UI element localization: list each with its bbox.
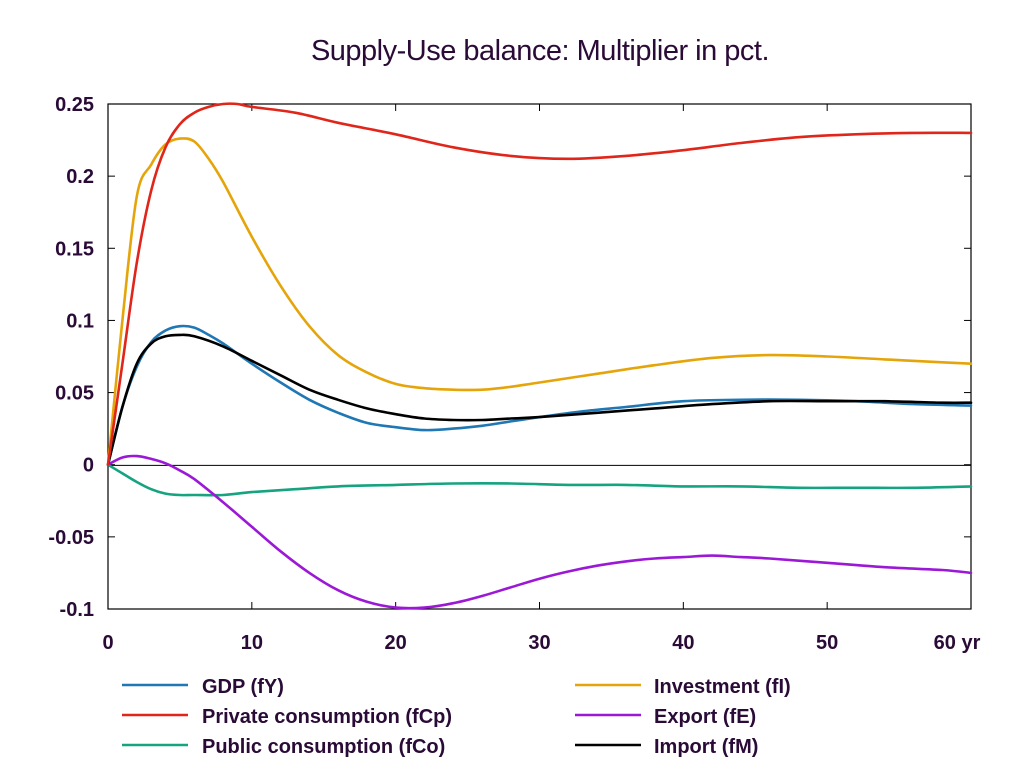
- y-tick-label: 0.05: [55, 383, 94, 405]
- series-line-public-consumption-fco: [106, 463, 973, 497]
- x-tick-label: 40: [672, 632, 694, 654]
- chart-title: Supply-Use balance: Multiplier in pct.: [311, 35, 769, 67]
- y-tick-label: 0.1: [66, 310, 94, 332]
- y-axis-ticks: 0.25 0.2 0.15 0.1 0.05 0 -0.05 -0.1: [48, 94, 971, 621]
- series-lines: [106, 102, 973, 610]
- y-tick-label: 0: [83, 455, 94, 477]
- x-tick-label: 30: [528, 632, 550, 654]
- series-line-investment-fi: [106, 137, 973, 466]
- x-axis-ticks: 0 10 20 30 40 50 60 yr: [102, 104, 981, 654]
- legend-label-export-fe: Export (fE): [654, 706, 756, 728]
- legend-label-import-fm: Import (fM): [654, 736, 758, 758]
- legend-label-private-consumption-fcp: Private consumption (fCp): [202, 706, 452, 728]
- x-tick-label: 10: [241, 632, 263, 654]
- series-line-gdp-fy: [106, 324, 973, 466]
- x-tick-label: 20: [385, 632, 407, 654]
- legend-label-investment-fi: Investment (fI): [654, 676, 791, 698]
- y-tick-label: -0.05: [48, 527, 94, 549]
- x-tick-label: 0: [102, 632, 113, 654]
- y-tick-label: 0.25: [55, 94, 94, 116]
- x-tick-label: 60 yr: [934, 632, 981, 654]
- legend-label-public-consumption-fco: Public consumption (fCo): [202, 736, 445, 758]
- y-tick-label: -0.1: [60, 599, 94, 621]
- x-tick-label: 50: [816, 632, 838, 654]
- series-line-private-consumption-fcp: [106, 102, 973, 466]
- y-tick-label: 0.2: [66, 166, 94, 188]
- legend-label-gdp-fy: GDP (fY): [202, 676, 284, 698]
- series-line-import-fm: [106, 333, 973, 466]
- y-tick-label: 0.15: [55, 238, 94, 260]
- series-line-export-fe: [106, 454, 973, 610]
- legend: GDP (fY) Private consumption (fCp) Public …: [122, 676, 791, 758]
